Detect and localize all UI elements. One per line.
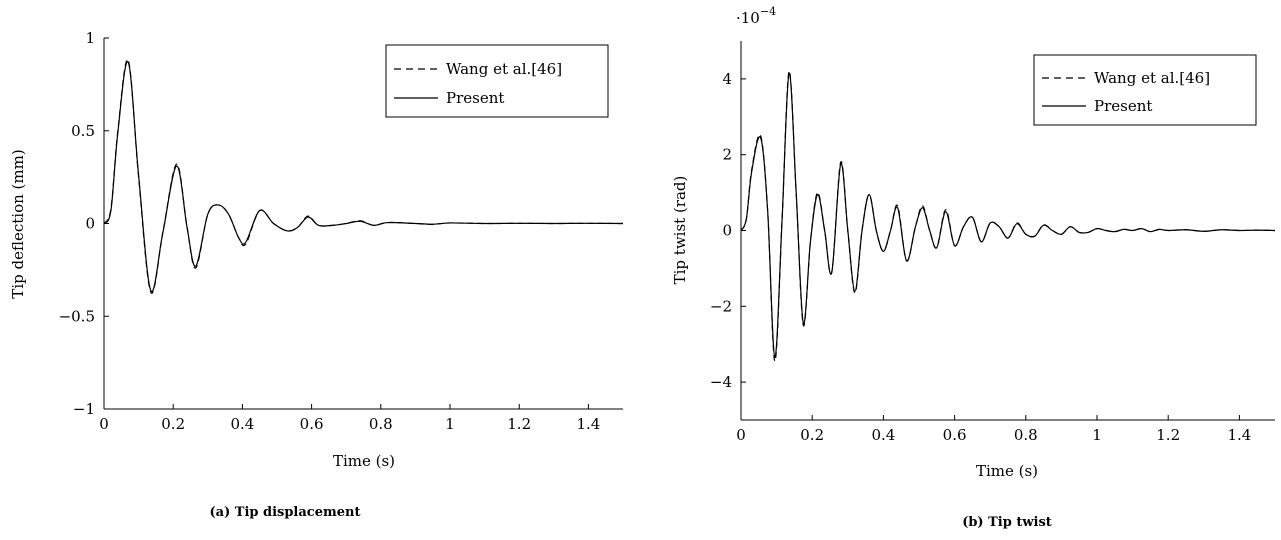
panel-a-y-tick-label: 0.5: [71, 122, 95, 140]
panel-b-y-axis-label: Tip twist (rad): [671, 176, 689, 285]
panel-b-x-tick-label: 0.8: [1014, 426, 1038, 444]
panel-a-caption: (a) Tip displacement: [210, 505, 361, 520]
panel-a-x-tick-label: 1.2: [507, 415, 531, 433]
panel-a-y-tick-label: −1: [73, 400, 95, 418]
panel-b-x-tick-label: 1.4: [1227, 426, 1251, 444]
panel-a-x-axis-label: Time (s): [333, 452, 395, 470]
panel-a-legend-label-wang: Wang et al.[46]: [446, 60, 562, 78]
panel-a-ticks: 0 0.2 0.4 0.6 0.8 1 1.2 1.4 −1 −0.5 0 0.5 1: [59, 29, 601, 433]
panel-b-series: [740, 70, 1276, 362]
panel-a-y-axis-label: Tip deflection (mm): [9, 149, 27, 298]
panel-b-x-tick-label: 0.6: [943, 426, 967, 444]
panel-a-y-tick-label: 0: [85, 215, 95, 233]
panel-a-series-present-line: [103, 61, 624, 293]
panel-b-legend-label-wang: Wang et al.[46]: [1094, 69, 1210, 87]
panel-b-ticks: 0 0.2 0.4 0.6 0.8 1 1.2 1.4 −4 −2 0 2 4: [710, 70, 1251, 444]
panel-a-legend: Wang et al.[46] Present: [385, 44, 609, 118]
panel-a-x-tick-label: 0: [99, 415, 109, 433]
panel-a-legend-label-present: Present: [446, 89, 504, 107]
panel-a-tip-displacement: 0 0.2 0.4 0.6 0.8 1 1.2 1.4 −1 −0.5 0 0.5 1 Time (s)…: [9, 29, 624, 520]
panel-a-x-tick-label: 1: [445, 415, 455, 433]
panel-b-caption: (b) Tip twist: [962, 515, 1052, 530]
panel-a-legend-box: [385, 44, 609, 118]
panel-b-scale-base: ·10: [736, 9, 760, 27]
panel-a-x-tick-label: 0.2: [161, 415, 185, 433]
panel-a-series: [103, 59, 624, 294]
panel-a-y-tick-label: 1: [85, 29, 95, 47]
panel-b-scale-label: ·10−4: [736, 5, 776, 27]
panel-b-y-tick-label: 4: [722, 70, 732, 88]
panel-a-x-tick-label: 1.4: [576, 415, 600, 433]
panel-b-y-tick-label: 2: [722, 146, 732, 164]
panel-b-y-tick-label: −4: [710, 373, 732, 391]
panel-b-scale-exponent: −4: [760, 5, 776, 18]
panel-b-legend-label-present: Present: [1094, 97, 1152, 115]
panel-a-x-tick-label: 0.8: [369, 415, 393, 433]
panel-b-y-tick-label: −2: [710, 297, 732, 315]
panel-a-y-tick-label: −0.5: [59, 307, 95, 325]
panel-a-x-tick-label: 0.6: [300, 415, 324, 433]
panel-b-legend: Wang et al.[46] Present: [1033, 54, 1257, 126]
panel-a-x-tick-label: 0.4: [230, 415, 254, 433]
panel-b-x-tick-label: 0.2: [800, 426, 824, 444]
panel-b-legend-box: [1033, 54, 1257, 126]
panel-b-series-present-line: [740, 72, 1276, 359]
panel-b-x-tick-label: 0.4: [871, 426, 895, 444]
panel-b-x-tick-label: 1: [1092, 426, 1102, 444]
panel-b-x-tick-label: 1.2: [1156, 426, 1180, 444]
panel-b-x-axis-label: Time (s): [976, 462, 1038, 480]
panel-b-y-tick-label: 0: [722, 222, 732, 240]
panel-b-x-tick-label: 0: [736, 426, 746, 444]
